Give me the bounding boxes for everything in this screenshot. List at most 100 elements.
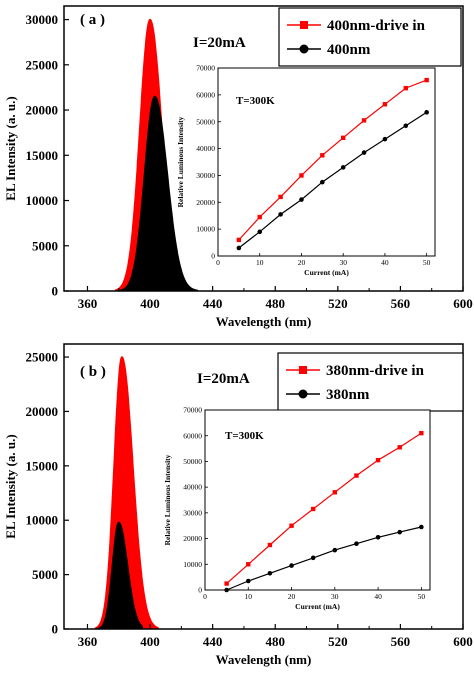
x-tick-label: 360: [78, 634, 98, 649]
y-tick-label: 0: [52, 284, 59, 299]
inset-y-tick-label: 40000: [183, 483, 202, 492]
y-tick-label: 5000: [32, 567, 58, 582]
legend-entry: 400nm-drive in: [327, 18, 426, 34]
inset-y-tick-label: 70000: [183, 406, 202, 415]
inset-point-square: [289, 523, 294, 528]
temperature-annotation: T=300K: [225, 430, 264, 442]
inset-point-circle: [267, 570, 273, 576]
inset-chart: 0 10 20 30 40 50 0 10000 20000 30000 40000 50000 600…: [163, 406, 431, 611]
spectrum-reference-series: [96, 521, 143, 629]
legend: 400nm-drive in 400nm: [278, 7, 462, 67]
inset-point-square: [278, 194, 283, 200]
y-tick-label: 15000: [26, 148, 59, 163]
inset-point-square: [375, 457, 381, 463]
current-annotation: I=20mA: [197, 371, 250, 387]
inset-point-circle: [245, 578, 251, 584]
spectrum-reference-series: [118, 95, 198, 291]
x-tick-label: 440: [203, 296, 223, 311]
inset-x-tick-label: 50: [423, 258, 431, 267]
legend-box: [277, 352, 464, 412]
y-tick-label: 10000: [26, 193, 59, 208]
current-annotation: I=20mA: [193, 35, 246, 51]
inset-point-circle: [424, 110, 429, 115]
x-tick-label: 480: [265, 296, 285, 311]
inset-point-square: [299, 173, 304, 178]
x-axis-label: Wavelength (nm): [216, 314, 312, 329]
inset-point-circle: [332, 547, 338, 553]
inset-x-tick-label: 20: [288, 592, 296, 601]
inset-point-square: [382, 102, 388, 107]
chart-panel-1: 360 400 440 480 520 560 6000500010000150002000…: [3, 343, 473, 667]
spectrum-drive-in-series: [94, 356, 159, 629]
inset-point-square: [257, 214, 262, 220]
plot-frame: [63, 343, 464, 630]
y-tick-label: 0: [52, 622, 59, 637]
inset-point-square: [332, 490, 338, 495]
y-tick-label: 25000: [26, 57, 59, 72]
inset-y-tick-label: 0: [198, 586, 202, 595]
x-tick-label: 560: [391, 296, 411, 311]
inset-point-circle: [236, 245, 242, 251]
y-tick-label: 5000: [32, 238, 58, 253]
inset-y-tick-label: 60000: [183, 431, 202, 440]
inset-y-tick-label: 50000: [196, 117, 215, 126]
inset-x-tick-label: 10: [245, 592, 253, 601]
legend: 380nm-drive in 380nm: [277, 352, 464, 412]
inset-point-circle: [375, 534, 381, 540]
inset-point-square: [320, 153, 325, 158]
inset-point-square: [354, 473, 359, 478]
inset-point-square: [236, 237, 242, 243]
inset-y-tick-label: 70000: [196, 64, 215, 73]
inset-point-square: [267, 542, 273, 548]
inset-point-circle: [310, 555, 316, 561]
x-tick-label: 400: [140, 296, 160, 311]
inset-point-square: [246, 562, 251, 567]
temperature-annotation: T=300K: [236, 95, 275, 107]
inset-point-circle: [278, 212, 283, 217]
inset-point-square: [419, 430, 424, 436]
inset-point-circle: [340, 165, 346, 170]
inset-point-circle: [419, 524, 424, 530]
x-tick-label: 520: [328, 634, 348, 649]
inset-x-tick-label: 40: [381, 258, 389, 267]
inset-frame: [217, 67, 436, 257]
inset-y-tick-label: 30000: [196, 171, 215, 180]
y-tick-label: 20000: [26, 103, 59, 118]
inset-point-square: [224, 581, 229, 586]
y-tick-label: 25000: [26, 350, 59, 365]
legend-marker-circle: [299, 44, 309, 54]
inset-y-tick-label: 60000: [196, 90, 215, 99]
inset-point-square: [403, 85, 408, 91]
inset-y-tick-label: 40000: [196, 144, 215, 153]
x-axis-label: Wavelength (nm): [216, 652, 312, 667]
inset-series-line: [238, 79, 427, 241]
panel-label: ( a ): [80, 12, 105, 28]
inset-x-tick-label: 0: [203, 592, 207, 601]
inset-x-tick-label: 0: [216, 258, 220, 267]
inset-y-axis-label: Relative Luminous Intensity: [176, 116, 185, 207]
y-tick-label: 30000: [26, 12, 59, 27]
legend-entry: 380nm: [326, 387, 370, 403]
inset-y-tick-label: 30000: [183, 508, 202, 517]
inset-x-tick-label: 20: [298, 258, 306, 267]
y-tick-label: 20000: [26, 404, 59, 419]
inset-y-tick-label: 10000: [183, 560, 202, 569]
x-tick-label: 560: [391, 634, 411, 649]
inset-point-square: [340, 135, 346, 141]
panel-label: ( b ): [80, 364, 106, 380]
legend-entry: 380nm-drive in: [326, 363, 425, 379]
inset-y-tick-label: 50000: [183, 457, 202, 466]
x-tick-label: 440: [203, 634, 223, 649]
inset-chart: 0 10 20 30 40 50 0 10000 20000 30000 40000 50000 600…: [176, 64, 436, 277]
inset-x-tick-label: 40: [374, 592, 382, 601]
inset-point-square: [361, 118, 367, 123]
x-tick-label: 480: [265, 634, 285, 649]
legend-marker-square: [299, 366, 307, 374]
inset-series-line: [226, 526, 422, 591]
inset-point-square: [397, 445, 402, 450]
inset-series-line: [226, 432, 422, 585]
inset-y-axis-label: Relative Luminous Intensity: [163, 454, 172, 545]
chart-panel-0: 360 400 440 480 520 560 6000500010000150002000…: [3, 5, 473, 329]
legend-marker-square: [300, 21, 308, 29]
